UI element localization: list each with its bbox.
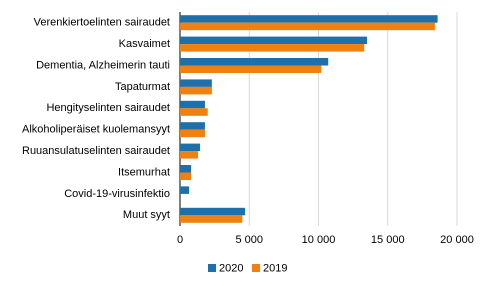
bar [180, 172, 192, 180]
bar [180, 108, 208, 116]
y-tick-label: Alkoholiperäiset kuolemansyyt [22, 124, 170, 136]
y-tick-label: Verenkiertoelinten sairaudet [34, 17, 170, 29]
y-tick-label: Hengityselinten sairaudet [46, 102, 170, 114]
legend-swatch [208, 264, 216, 272]
legend-label: 2020 [219, 262, 243, 274]
y-tick-label: Dementia, Alzheimerin tauti [36, 59, 170, 71]
bar [180, 143, 201, 152]
y-tick-label: Kasvaimet [119, 38, 170, 50]
bar [180, 22, 435, 31]
bar [180, 79, 212, 87]
legend-label: 2019 [263, 262, 287, 274]
bar [180, 207, 246, 216]
y-tick-label: Itsemurhat [118, 166, 170, 178]
x-tick-label: 0 [177, 234, 183, 246]
x-tick-label: 20 000 [440, 234, 474, 246]
y-tick-label: Ruuansulatuselinten sairaudet [22, 145, 170, 157]
bar [180, 36, 367, 45]
bar [180, 215, 243, 223]
bar [180, 65, 322, 73]
y-tick-label: Tapaturmat [115, 81, 170, 93]
bar [180, 186, 190, 194]
x-tick-label: 5 000 [235, 234, 263, 246]
bar [180, 165, 192, 173]
bar [180, 122, 205, 130]
bar [180, 86, 212, 95]
x-tick-label: 15 000 [371, 234, 405, 246]
bar [180, 151, 199, 159]
x-tick-label: 10 000 [302, 234, 336, 246]
bar [180, 58, 329, 66]
bar [180, 44, 365, 52]
legend-swatch [252, 264, 260, 272]
y-tick-label: Muut syyt [123, 209, 170, 221]
y-tick-label: Covid-19-virusinfektio [64, 188, 170, 200]
bar [180, 100, 205, 109]
bar [180, 129, 205, 138]
bar [180, 15, 438, 23]
